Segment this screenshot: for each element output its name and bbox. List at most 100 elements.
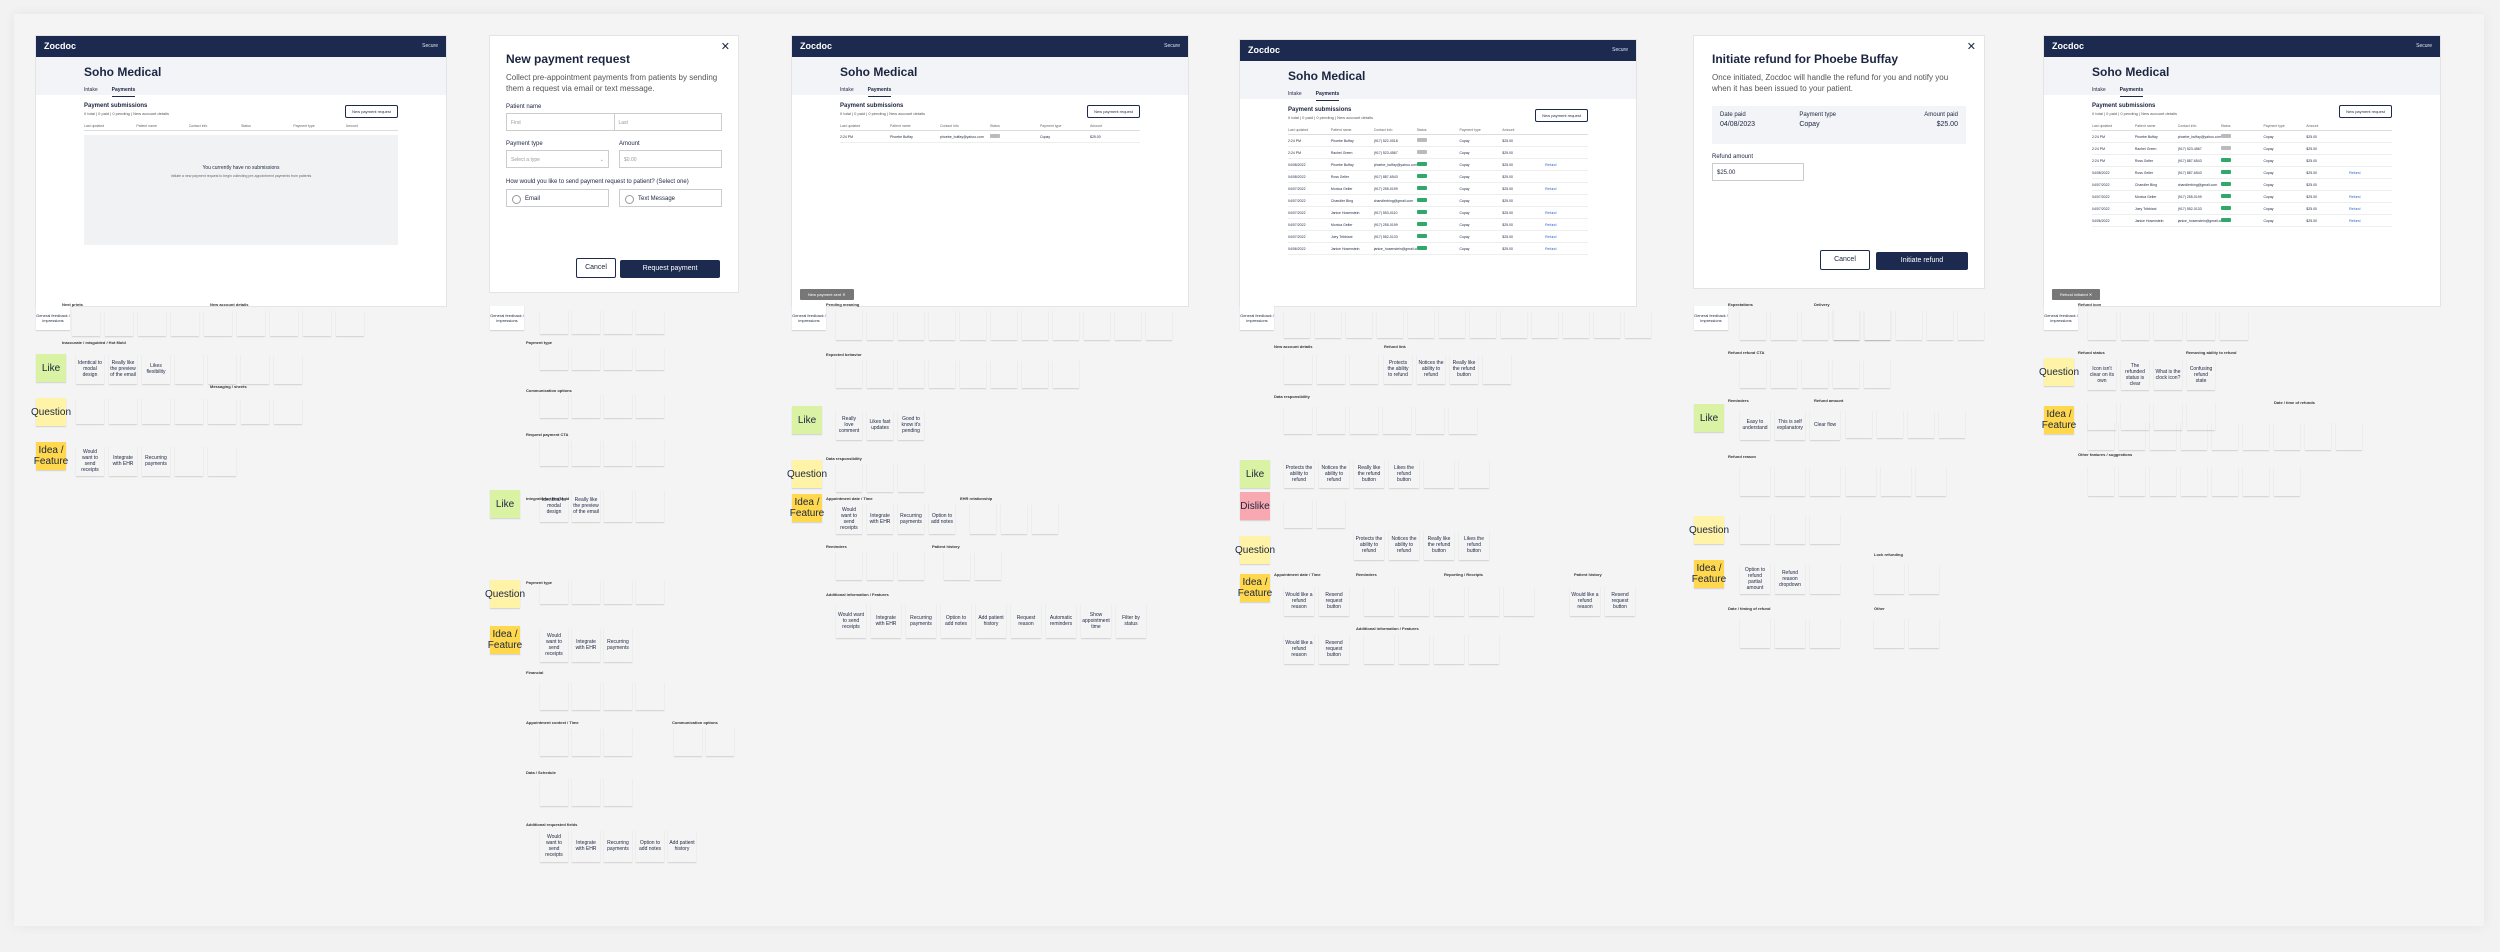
sticky-note[interactable]: Likes fast updates [867, 410, 893, 440]
sticky-note[interactable] [1459, 460, 1489, 488]
sticky-note[interactable] [1810, 618, 1840, 648]
sticky-note[interactable] [1740, 360, 1766, 388]
sticky-note[interactable] [636, 348, 664, 370]
sticky-note[interactable] [960, 310, 986, 340]
sticky-note[interactable]: Identical to modal design [76, 354, 104, 384]
sticky-note[interactable] [1771, 310, 1797, 340]
refund-link[interactable]: Refund [2349, 218, 2361, 223]
sticky-note[interactable] [540, 440, 568, 466]
tab-payments[interactable]: Payments [2119, 87, 2144, 97]
sticky-note[interactable] [208, 354, 236, 384]
sticky-note[interactable] [1001, 504, 1027, 534]
general-feedback-note[interactable]: General feedback / impressions [490, 306, 524, 330]
sticky-note[interactable] [1927, 310, 1953, 340]
sticky-note[interactable]: Would want to send receipts [76, 446, 104, 476]
sticky-note[interactable] [2181, 422, 2207, 450]
sticky-note[interactable] [636, 682, 664, 710]
sticky-note[interactable] [1594, 310, 1620, 338]
table-row[interactable]: 04/06/2022 Janice Hosenstein janice_hosens… [1288, 243, 1588, 255]
column-header[interactable]: Patient name [890, 124, 911, 128]
sticky-note[interactable] [1740, 514, 1770, 544]
sticky-note[interactable]: Notices the ability to refund [1417, 354, 1445, 384]
sticky-note[interactable] [929, 360, 955, 388]
sticky-note[interactable]: Integrate with EHR [109, 446, 137, 476]
sticky-note[interactable] [636, 580, 664, 604]
sticky-note[interactable] [960, 360, 986, 388]
sticky-note[interactable] [76, 398, 104, 424]
column-header[interactable]: Contact info [188, 124, 208, 128]
close-icon[interactable]: ✕ [2088, 292, 2093, 297]
table-row[interactable]: 04/07/2022 Chandler Bing chandlerbing@gmai… [2092, 179, 2392, 191]
sticky-note[interactable]: Icon isn't clear on its own [2088, 360, 2116, 390]
new-payment-request-button[interactable]: New payment request [1535, 109, 1588, 122]
text-message-radio[interactable]: Text Message [619, 189, 722, 207]
sticky-note[interactable] [171, 310, 199, 336]
sticky-note[interactable]: Likes flexibility [142, 354, 170, 384]
sticky-note[interactable] [1810, 514, 1840, 544]
sticky-note[interactable] [303, 310, 331, 336]
table-row[interactable]: 04/08/2022 Ross Geller (917) 887-6543 Copay… [1288, 171, 1588, 183]
sticky-note[interactable] [1846, 466, 1876, 496]
sticky-note[interactable] [2121, 310, 2149, 340]
filter-summary[interactable]: 0 total | 0 paid | 0 pending | New accou… [840, 111, 925, 116]
sticky-note[interactable] [1284, 354, 1312, 384]
sticky-note[interactable] [867, 360, 893, 388]
sticky-note[interactable] [1315, 310, 1341, 338]
sticky-note[interactable] [604, 440, 632, 466]
sticky-note[interactable] [572, 682, 600, 710]
email-radio[interactable]: Email [506, 189, 609, 207]
sticky-note[interactable] [1501, 310, 1527, 338]
sticky-note[interactable]: Easy to understand [1740, 410, 1770, 440]
sticky-note[interactable]: Integrate with EHR [572, 628, 600, 662]
sticky-note[interactable] [2243, 466, 2269, 496]
first-name-field[interactable]: First [506, 113, 615, 131]
sticky-note[interactable] [1625, 310, 1651, 338]
sticky-note[interactable] [237, 310, 265, 336]
sticky-note[interactable] [1775, 466, 1805, 496]
sticky-note[interactable]: Option to add notes [929, 504, 955, 534]
sticky-note[interactable]: Add patient history [976, 604, 1006, 638]
sticky-note[interactable] [2274, 466, 2300, 496]
sticky-note[interactable]: Would want to send receipts [540, 830, 568, 862]
column-header[interactable]: Payment type [2263, 124, 2285, 128]
sticky-note[interactable] [540, 310, 568, 334]
sticky-note[interactable] [270, 310, 298, 336]
close-icon[interactable]: ✕ [842, 292, 846, 297]
refund-link[interactable]: Refund [1545, 162, 1557, 167]
sticky-note[interactable] [1771, 360, 1797, 388]
sticky-note[interactable]: Resend request button [1605, 586, 1635, 616]
sticky-note[interactable] [175, 446, 203, 476]
table-row[interactable]: 2:24 PM Rachel Green (917) 523-4567 Copay $2… [2092, 143, 2392, 155]
sticky-note[interactable]: Confusing refund state [2187, 360, 2215, 390]
sticky-note[interactable] [867, 552, 893, 580]
sticky-note[interactable] [1532, 310, 1558, 338]
sticky-note[interactable] [1399, 586, 1429, 616]
sticky-note[interactable] [204, 310, 232, 336]
sticky-note[interactable] [1284, 500, 1312, 528]
sticky-note[interactable]: Refund reason dropdown [1775, 564, 1805, 594]
table-row[interactable]: 04/08/2022 Phoebe Buffay phoebe_buffay@yah… [1288, 159, 1588, 171]
filter-summary[interactable]: 0 total | 0 paid | 0 pending | New accou… [2092, 111, 2177, 116]
general-feedback-note[interactable]: General feedback / impressions [36, 306, 70, 330]
request-payment-button[interactable]: Request payment [620, 260, 720, 278]
sticky-note[interactable]: Automatic reminders [1046, 604, 1076, 638]
initiate-refund-button[interactable]: Initiate refund [1876, 252, 1968, 270]
sticky-note[interactable] [208, 398, 236, 424]
sticky-note[interactable] [2305, 422, 2331, 450]
sticky-note[interactable] [706, 728, 734, 756]
cancel-button[interactable]: Cancel [1820, 250, 1870, 270]
sticky-note[interactable]: Integrate with EHR [871, 604, 901, 638]
sticky-note[interactable] [1909, 618, 1939, 648]
sticky-note[interactable] [898, 552, 924, 580]
sticky-note[interactable] [970, 504, 996, 534]
sticky-note[interactable] [636, 394, 664, 418]
refund-link[interactable]: Refund [2349, 194, 2361, 199]
table-row[interactable]: 2:24 PM Phoebe Buffay (917) 522-0018 Copay $… [1288, 135, 1588, 147]
sticky-note[interactable] [636, 440, 664, 466]
filter-summary[interactable]: 0 total | 0 paid | 0 pending | New accou… [84, 111, 169, 116]
sticky-note[interactable] [241, 354, 269, 384]
sticky-note[interactable] [1449, 406, 1477, 434]
sticky-note[interactable] [2119, 466, 2145, 496]
column-header[interactable]: Payment type [1459, 128, 1481, 132]
sticky-note[interactable]: The refunded status is clear [2121, 360, 2149, 390]
